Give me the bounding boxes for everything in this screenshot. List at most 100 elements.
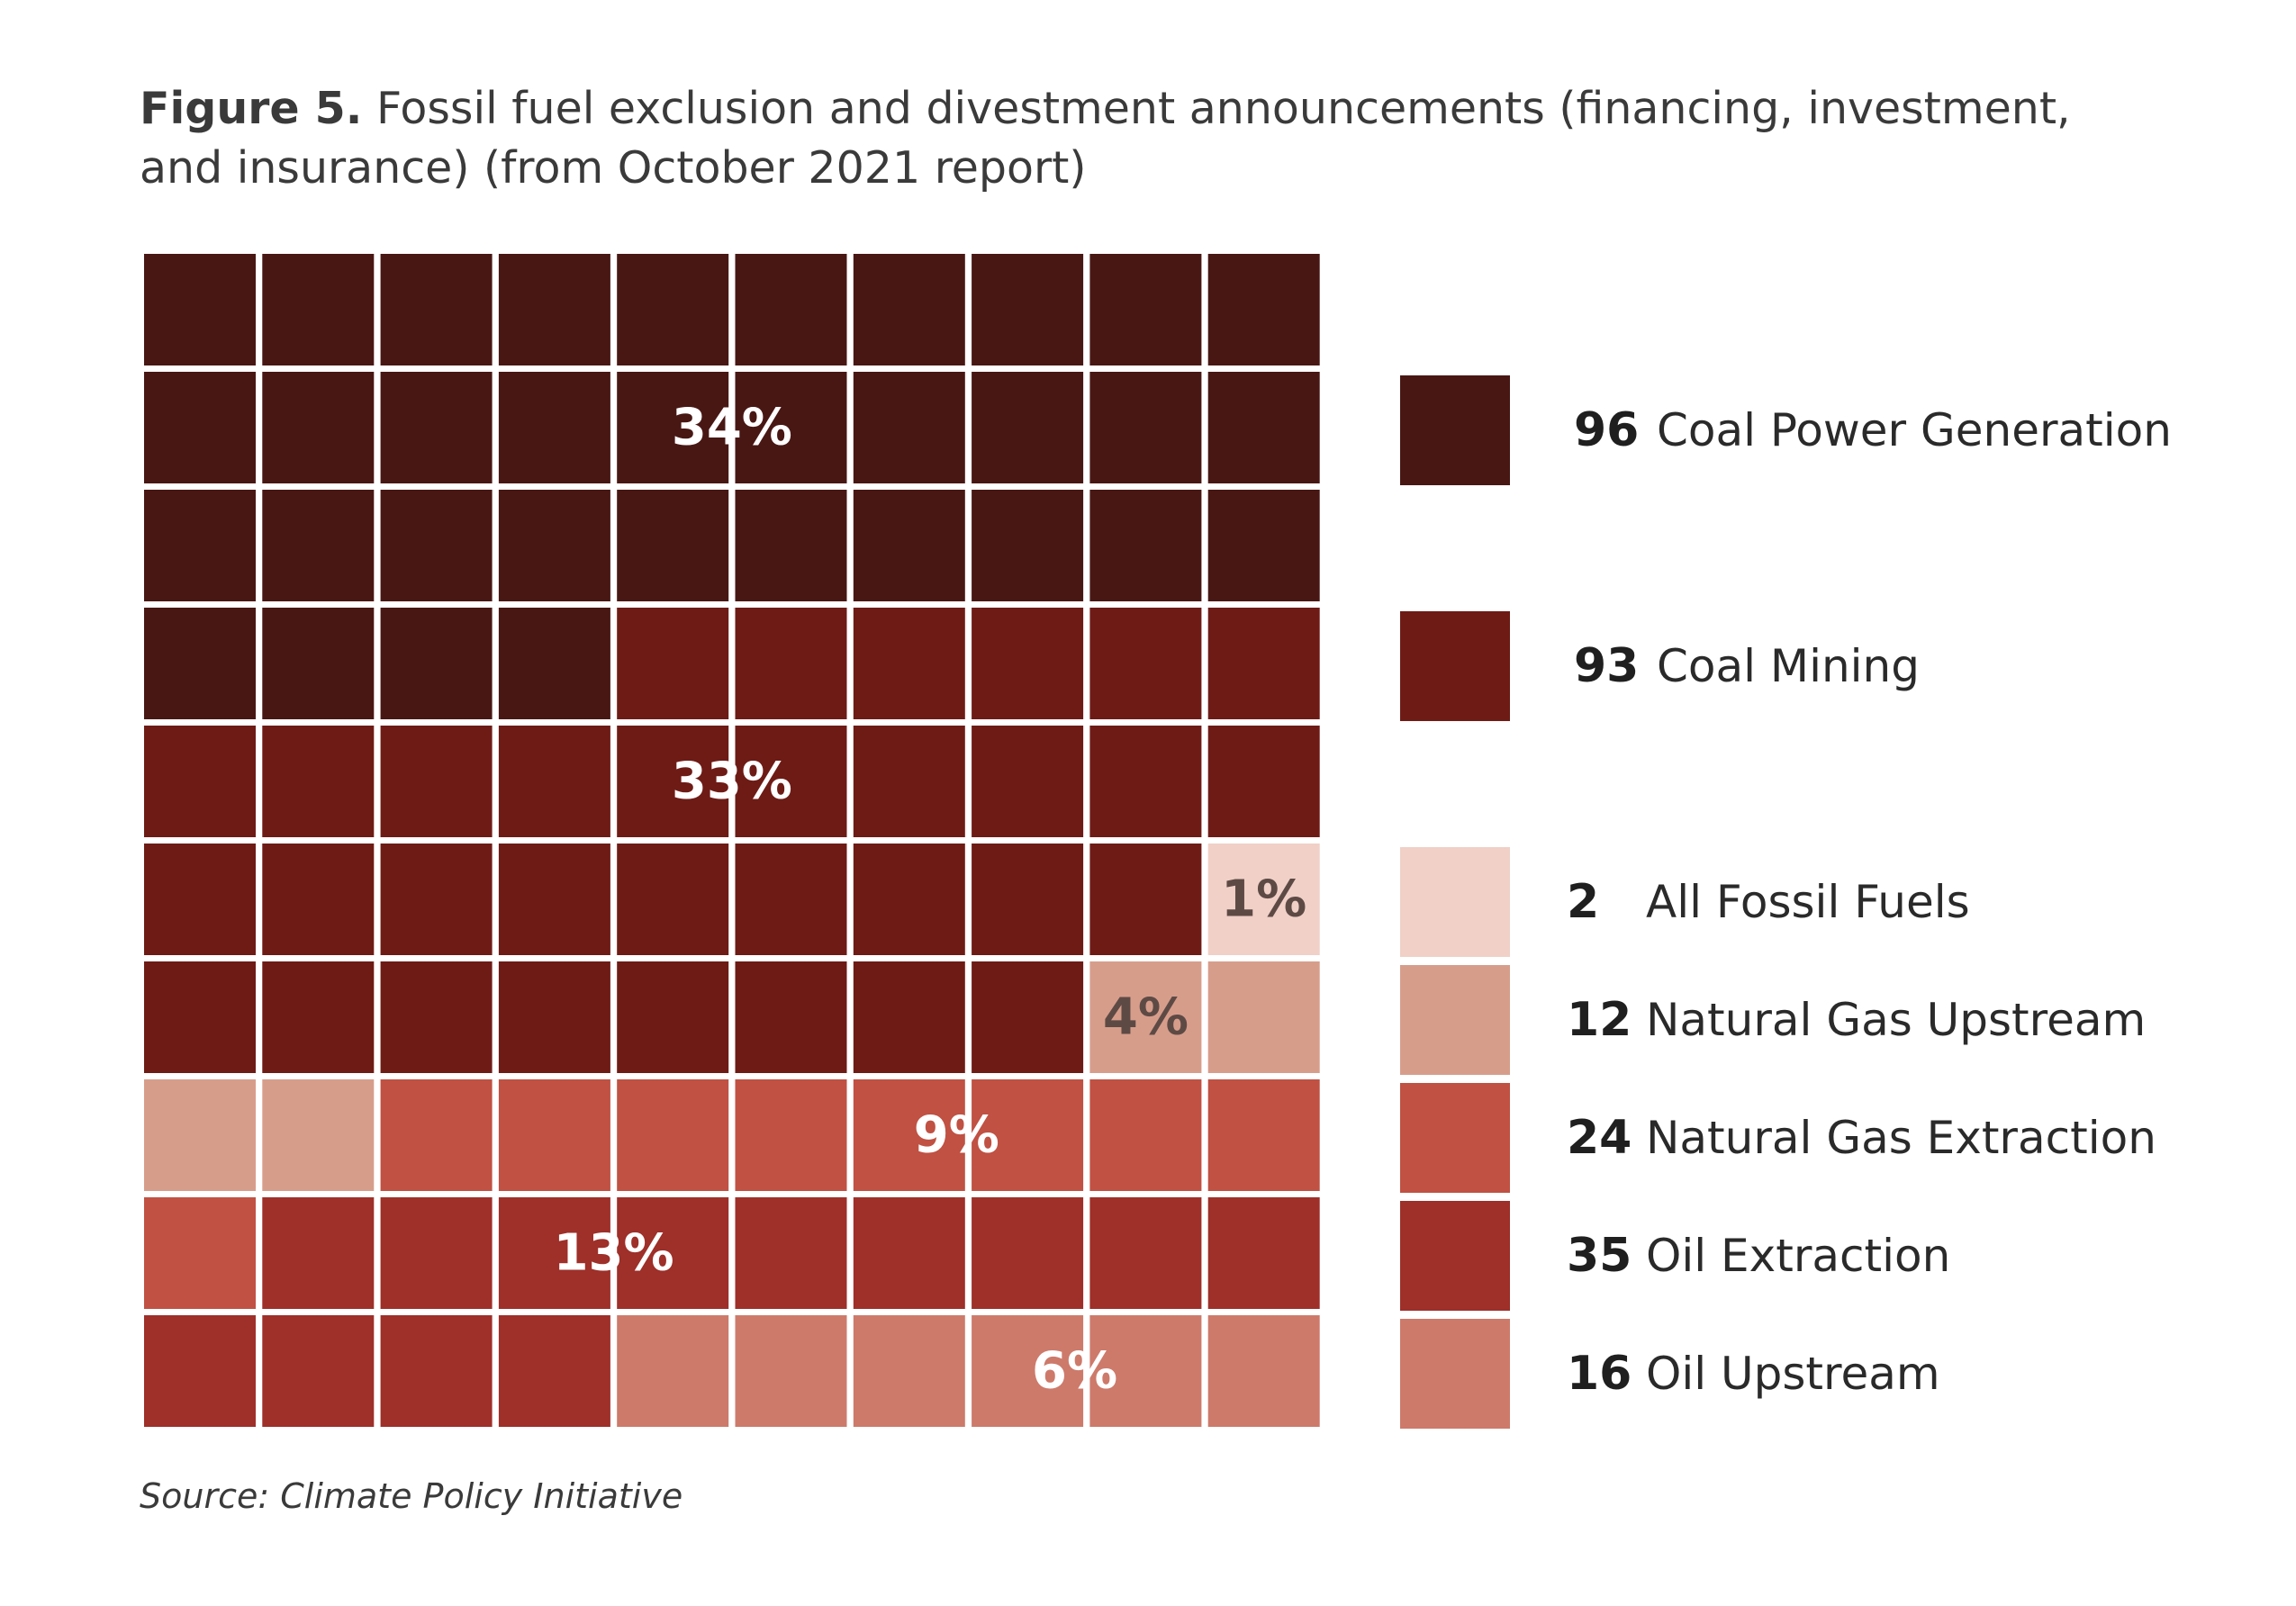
- waffle-cell: [262, 726, 375, 837]
- waffle-cell: [262, 844, 375, 955]
- waffle-cell: [853, 961, 965, 1073]
- legend-count: 12: [1567, 993, 1632, 1047]
- waffle-cell: [972, 844, 1084, 955]
- waffle-cell: [1089, 372, 1202, 483]
- waffle-cell: [1089, 1315, 1202, 1427]
- waffle-cell: [617, 490, 729, 601]
- legend-label: Natural Gas Extraction: [1646, 1112, 2156, 1164]
- waffle-cell: [144, 1315, 256, 1427]
- waffle-cell: [735, 372, 847, 483]
- title-text: Fossil fuel exclusion and divestment ann…: [140, 83, 2071, 194]
- waffle-cell: [1207, 1079, 1320, 1191]
- waffle-cell: [144, 372, 256, 483]
- waffle-cell: [1207, 961, 1320, 1073]
- waffle-cell: [144, 1079, 256, 1191]
- waffle-cell: [1207, 1315, 1320, 1427]
- waffle-cell: [617, 1079, 729, 1191]
- waffle-cell: [498, 1079, 610, 1191]
- legend-label: Coal Mining: [1657, 640, 1920, 692]
- waffle-cell: [617, 726, 729, 837]
- waffle-cell: [262, 1079, 375, 1191]
- legend-count: 35: [1567, 1229, 1632, 1283]
- waffle-cell: [1089, 844, 1202, 955]
- waffle-cell: [144, 254, 256, 365]
- waffle-cell: [498, 961, 610, 1073]
- waffle-cell: [853, 1197, 965, 1309]
- waffle-cell: [853, 372, 965, 483]
- waffle-cell: [735, 490, 847, 601]
- waffle-cell: [735, 1315, 847, 1427]
- percent-label: 4%: [1103, 988, 1189, 1047]
- percent-label: 1%: [1221, 871, 1306, 929]
- waffle-cell: [1207, 608, 1320, 719]
- waffle-cell: [1089, 490, 1202, 601]
- waffle-cell: [498, 490, 610, 601]
- waffle-cell: [498, 844, 610, 955]
- waffle-cell: [380, 254, 493, 365]
- waffle-cell: [972, 608, 1084, 719]
- waffle-cell: [380, 844, 493, 955]
- waffle-cell: [853, 608, 965, 719]
- waffle-cell: [380, 1079, 493, 1191]
- waffle-cell: [144, 490, 256, 601]
- waffle-cell: [1089, 726, 1202, 837]
- waffle-cell: [617, 1197, 729, 1309]
- waffle-cell: [144, 608, 256, 719]
- waffle-cell: [853, 844, 965, 955]
- legend-label: Oil Extraction: [1646, 1230, 1950, 1282]
- waffle-cell: [498, 1197, 610, 1309]
- chart-title: Figure 5. Fossil fuel exclusion and dive…: [140, 79, 2120, 198]
- legend-swatch: [1400, 847, 1510, 957]
- waffle-cell: [735, 1197, 847, 1309]
- legend-label: All Fossil Fuels: [1646, 876, 1970, 928]
- waffle-cell: [972, 1315, 1084, 1427]
- waffle-cell: [735, 254, 847, 365]
- waffle-cell: [1089, 1197, 1202, 1309]
- waffle-cell: [1207, 726, 1320, 837]
- waffle-cell: [1207, 844, 1320, 955]
- waffle-cell: [262, 1315, 375, 1427]
- waffle-cell: [617, 608, 729, 719]
- waffle-cell: [617, 372, 729, 483]
- waffle-cell: [262, 372, 375, 483]
- waffle-cell: [498, 726, 610, 837]
- waffle-cell: [853, 1315, 965, 1427]
- waffle-cell: [853, 254, 965, 365]
- waffle-cell: [498, 1315, 610, 1427]
- legend-count: 24: [1567, 1111, 1632, 1165]
- waffle-cell: [1207, 372, 1320, 483]
- legend-swatch: [1400, 611, 1510, 721]
- figure-number: Figure 5.: [140, 83, 363, 134]
- legend-swatch: [1400, 1319, 1510, 1429]
- waffle-cell: [1089, 1079, 1202, 1191]
- waffle-cell: [380, 1197, 493, 1309]
- waffle-cell: [380, 1315, 493, 1427]
- legend-count: 93: [1574, 639, 1639, 693]
- waffle-cell: [380, 608, 493, 719]
- percent-label: 9%: [914, 1106, 999, 1165]
- waffle-cell: [972, 254, 1084, 365]
- waffle-cell: [853, 726, 965, 837]
- waffle-cell: [380, 490, 493, 601]
- waffle-cell: [262, 1197, 375, 1309]
- legend-count: 96: [1574, 403, 1639, 457]
- waffle-cell: [1207, 490, 1320, 601]
- waffle-cell: [1089, 961, 1202, 1073]
- waffle-cell: [853, 490, 965, 601]
- legend-swatch: [1400, 965, 1510, 1075]
- percent-label: 34%: [672, 399, 792, 457]
- legend-swatch: [1400, 1083, 1510, 1193]
- waffle-cell: [498, 608, 610, 719]
- waffle-cell: [972, 372, 1084, 483]
- waffle-cell: [972, 1079, 1084, 1191]
- waffle-cell: [380, 726, 493, 837]
- waffle-cell: [972, 961, 1084, 1073]
- waffle-cell: [972, 1197, 1084, 1309]
- waffle-cell: [498, 254, 610, 365]
- percent-label: 33%: [672, 753, 792, 811]
- waffle-cell: [1207, 254, 1320, 365]
- legend-label: Oil Upstream: [1646, 1348, 1940, 1400]
- waffle-cell: [262, 254, 375, 365]
- waffle-cell: [853, 1079, 965, 1191]
